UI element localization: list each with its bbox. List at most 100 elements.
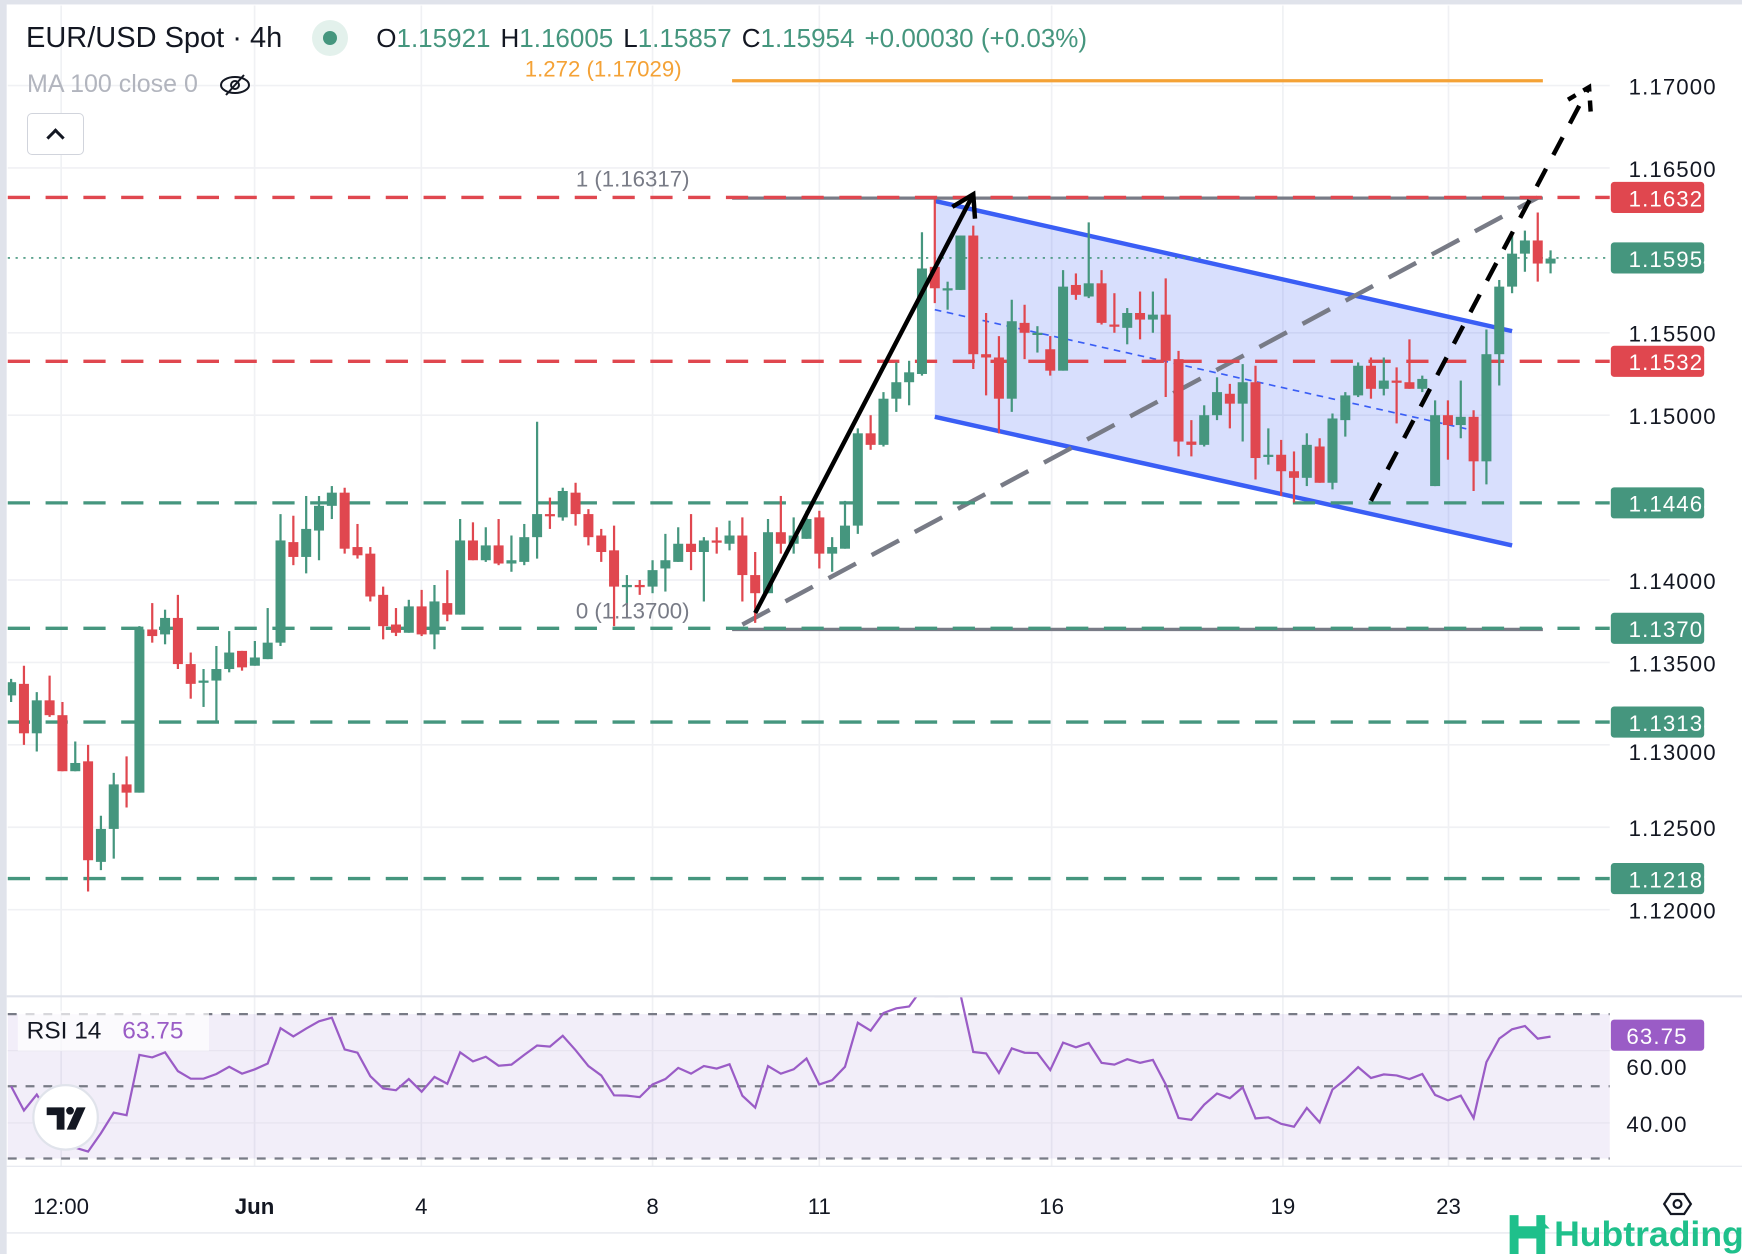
candle[interactable] bbox=[1212, 377, 1223, 421]
projection-arrow-line[interactable] bbox=[1368, 86, 1592, 502]
candle[interactable] bbox=[1263, 428, 1274, 465]
candle[interactable] bbox=[981, 312, 992, 396]
candle[interactable] bbox=[916, 232, 927, 376]
candle[interactable] bbox=[1019, 304, 1030, 360]
candle[interactable] bbox=[1058, 270, 1069, 371]
candle[interactable] bbox=[44, 675, 55, 717]
candle[interactable] bbox=[262, 608, 273, 660]
candle[interactable] bbox=[6, 678, 17, 702]
candle[interactable] bbox=[160, 609, 171, 645]
candle[interactable] bbox=[224, 631, 235, 673]
candle[interactable] bbox=[1353, 362, 1364, 398]
candle[interactable] bbox=[237, 650, 248, 671]
candle[interactable] bbox=[442, 570, 453, 622]
candle[interactable] bbox=[95, 815, 106, 871]
candle[interactable] bbox=[1045, 336, 1056, 376]
candle[interactable] bbox=[1096, 270, 1107, 325]
candle[interactable] bbox=[557, 487, 568, 521]
candle[interactable] bbox=[1199, 405, 1210, 447]
candle[interactable] bbox=[993, 336, 1004, 434]
candle[interactable] bbox=[1519, 230, 1530, 272]
candle[interactable] bbox=[891, 362, 902, 412]
candle[interactable] bbox=[1250, 365, 1261, 480]
candle[interactable] bbox=[147, 603, 158, 643]
candle[interactable] bbox=[711, 527, 722, 554]
candle[interactable] bbox=[185, 652, 196, 699]
candle[interactable] bbox=[686, 514, 697, 571]
candle[interactable] bbox=[211, 645, 222, 724]
candle[interactable] bbox=[865, 415, 876, 450]
candle[interactable] bbox=[134, 626, 145, 793]
candle[interactable] bbox=[506, 535, 517, 572]
candle[interactable] bbox=[1404, 339, 1415, 389]
candle[interactable] bbox=[467, 522, 478, 561]
candle[interactable] bbox=[839, 500, 850, 549]
candle[interactable] bbox=[70, 741, 81, 772]
candle[interactable] bbox=[121, 756, 132, 808]
candle[interactable] bbox=[249, 641, 260, 666]
candle[interactable] bbox=[1160, 278, 1171, 398]
candle[interactable] bbox=[301, 495, 312, 574]
candle[interactable] bbox=[31, 692, 42, 752]
candle[interactable] bbox=[1173, 350, 1184, 457]
candle[interactable] bbox=[532, 421, 543, 559]
collapse-legend-button[interactable] bbox=[27, 113, 84, 155]
price-axis[interactable]: 1.17000 1.16500 1.15500 1.15000 1.14000 1.135… bbox=[1629, 74, 1717, 923]
candle[interactable] bbox=[480, 527, 491, 562]
candle[interactable] bbox=[583, 509, 594, 546]
candle[interactable] bbox=[1147, 291, 1158, 333]
candle[interactable] bbox=[493, 519, 504, 566]
candle[interactable] bbox=[1430, 400, 1441, 487]
eye-off-icon[interactable] bbox=[218, 73, 252, 97]
candle[interactable] bbox=[660, 533, 671, 592]
tradingview-logo-icon[interactable] bbox=[32, 1084, 99, 1151]
candle[interactable] bbox=[1468, 410, 1479, 492]
candle[interactable] bbox=[1070, 273, 1081, 300]
candle[interactable] bbox=[455, 519, 466, 615]
candle[interactable] bbox=[1327, 413, 1338, 490]
candle[interactable] bbox=[737, 517, 748, 602]
candle[interactable] bbox=[198, 669, 209, 707]
candle[interactable] bbox=[1365, 357, 1376, 399]
channel-lower-line[interactable] bbox=[934, 414, 1513, 548]
candle[interactable] bbox=[1032, 326, 1043, 353]
candle[interactable] bbox=[596, 528, 607, 562]
candle[interactable] bbox=[904, 360, 915, 406]
candle[interactable] bbox=[416, 589, 427, 637]
rsi-legend-label[interactable]: RSI 14 bbox=[27, 1018, 102, 1045]
settings-gear-icon[interactable] bbox=[1662, 1192, 1693, 1216]
candle[interactable] bbox=[609, 525, 620, 627]
candle[interactable] bbox=[1083, 222, 1094, 299]
candle[interactable] bbox=[339, 487, 350, 554]
candle[interactable] bbox=[326, 486, 337, 520]
candle[interactable] bbox=[634, 580, 645, 595]
dashed-trend-line[interactable] bbox=[741, 195, 1539, 627]
candle[interactable] bbox=[83, 744, 94, 892]
candle[interactable] bbox=[365, 547, 376, 602]
candle[interactable] bbox=[1442, 400, 1453, 460]
candle[interactable] bbox=[108, 772, 119, 859]
candle[interactable] bbox=[929, 199, 940, 304]
channel-mid-line[interactable] bbox=[934, 308, 1487, 435]
candle[interactable] bbox=[1545, 250, 1556, 274]
candle[interactable] bbox=[403, 599, 414, 633]
candle[interactable] bbox=[1340, 392, 1351, 437]
channel-upper-line[interactable] bbox=[934, 198, 1513, 334]
market-status-icon[interactable] bbox=[312, 20, 349, 56]
candle[interactable] bbox=[1109, 293, 1120, 333]
time-axis[interactable]: 12:00 Jun 4 8 11 16 19 23 bbox=[33, 1194, 1461, 1219]
candle[interactable] bbox=[314, 495, 325, 561]
candle[interactable] bbox=[172, 594, 183, 670]
candle[interactable] bbox=[698, 537, 709, 602]
candle[interactable] bbox=[18, 665, 29, 745]
candle[interactable] bbox=[1135, 291, 1146, 340]
candle[interactable] bbox=[1391, 367, 1402, 424]
candle[interactable] bbox=[1455, 380, 1466, 439]
candle[interactable] bbox=[814, 510, 825, 569]
candle[interactable] bbox=[1314, 438, 1325, 483]
candle[interactable] bbox=[1494, 280, 1505, 386]
candle[interactable] bbox=[775, 495, 786, 554]
candle[interactable] bbox=[519, 523, 530, 566]
candle[interactable] bbox=[673, 527, 684, 562]
